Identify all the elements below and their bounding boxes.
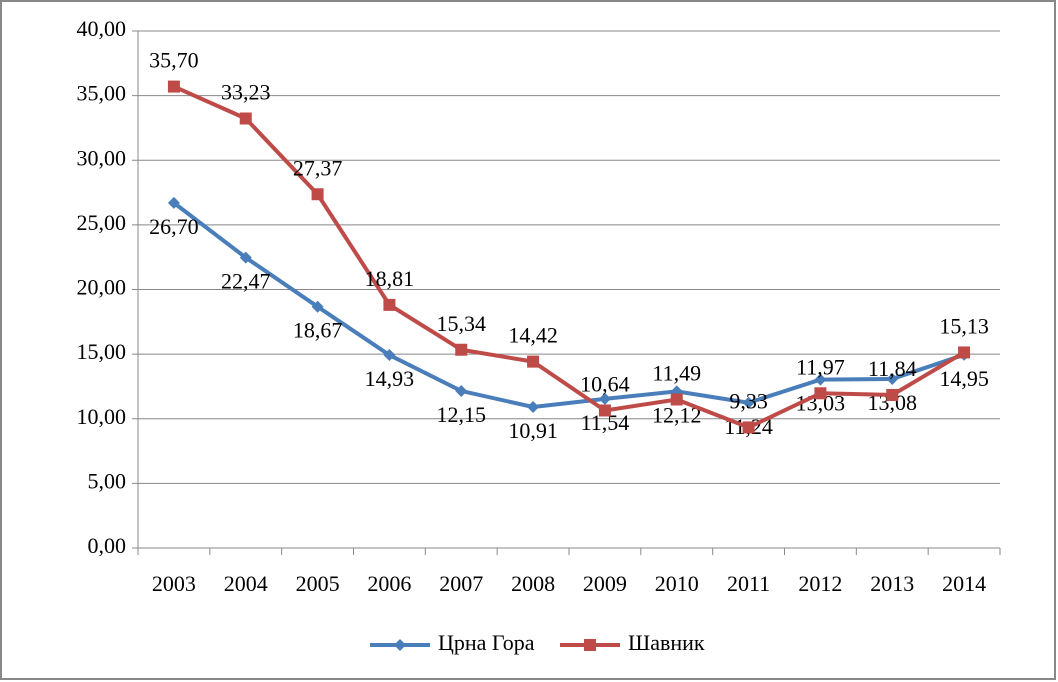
point xyxy=(167,196,180,209)
y-tick-label: 5,00 xyxy=(88,468,127,493)
point xyxy=(527,355,540,368)
y-tick-label: 25,00 xyxy=(77,210,127,235)
y-tick-label: 35,00 xyxy=(77,81,127,106)
series-line xyxy=(173,84,966,430)
legend-label: Шавник xyxy=(628,630,705,655)
point xyxy=(383,298,396,311)
x-tick-label: 2012 xyxy=(798,571,842,596)
data-label: 10,91 xyxy=(508,418,558,443)
x-tick-label: 2014 xyxy=(942,571,986,596)
data-label: 11,97 xyxy=(796,354,845,379)
data-label: 14,95 xyxy=(939,366,989,391)
x-tick-label: 2009 xyxy=(583,571,627,596)
data-label: 26,70 xyxy=(149,214,199,239)
x-tick-label: 2005 xyxy=(296,571,340,596)
data-label: 33,23 xyxy=(221,80,271,105)
point xyxy=(598,392,611,405)
x-tick-label: 2010 xyxy=(655,571,699,596)
y-tick-label: 15,00 xyxy=(77,339,127,364)
point xyxy=(814,373,827,386)
point xyxy=(958,346,971,359)
x-tick-label: 2008 xyxy=(511,571,555,596)
data-label: 14,42 xyxy=(508,323,558,348)
data-label: 15,34 xyxy=(437,311,487,336)
point xyxy=(598,404,611,417)
data-label: 11,49 xyxy=(652,361,701,386)
point xyxy=(167,80,180,93)
y-tick-label: 30,00 xyxy=(77,145,127,170)
data-label: 9,33 xyxy=(729,388,768,413)
y-tick-label: 0,00 xyxy=(88,533,127,558)
data-label: 27,37 xyxy=(293,155,343,180)
point xyxy=(239,251,252,264)
data-label: 22,47 xyxy=(221,269,271,294)
x-tick-label: 2007 xyxy=(439,571,483,596)
point xyxy=(383,349,396,362)
data-label: 11,84 xyxy=(868,356,917,381)
point xyxy=(886,388,899,401)
point xyxy=(670,393,683,406)
point xyxy=(742,396,755,409)
data-label: 10,64 xyxy=(580,372,630,397)
data-label: 35,70 xyxy=(149,48,199,73)
x-tick-label: 2013 xyxy=(870,571,914,596)
data-label: 14,93 xyxy=(365,366,415,391)
x-tick-label: 2003 xyxy=(152,571,196,596)
legend-marker xyxy=(584,639,596,651)
series-line xyxy=(172,201,965,409)
point xyxy=(239,112,252,125)
x-tick-label: 2004 xyxy=(224,571,268,596)
y-tick-label: 10,00 xyxy=(77,404,127,429)
point xyxy=(814,387,827,400)
data-label: 12,15 xyxy=(437,402,487,427)
point xyxy=(311,188,324,201)
y-tick-label: 40,00 xyxy=(77,16,127,41)
legend-label: Црна Гора xyxy=(438,630,535,655)
x-tick-label: 2011 xyxy=(727,571,770,596)
point xyxy=(742,421,755,434)
point xyxy=(886,372,899,385)
data-label: 18,81 xyxy=(365,266,415,291)
data-label: 15,13 xyxy=(939,313,989,338)
point xyxy=(527,400,540,413)
legend-marker xyxy=(394,639,406,651)
point xyxy=(311,300,324,313)
data-label: 18,67 xyxy=(293,318,343,343)
x-tick-label: 2006 xyxy=(367,571,411,596)
y-tick-label: 20,00 xyxy=(77,275,127,300)
point xyxy=(455,343,468,356)
point xyxy=(455,384,468,397)
